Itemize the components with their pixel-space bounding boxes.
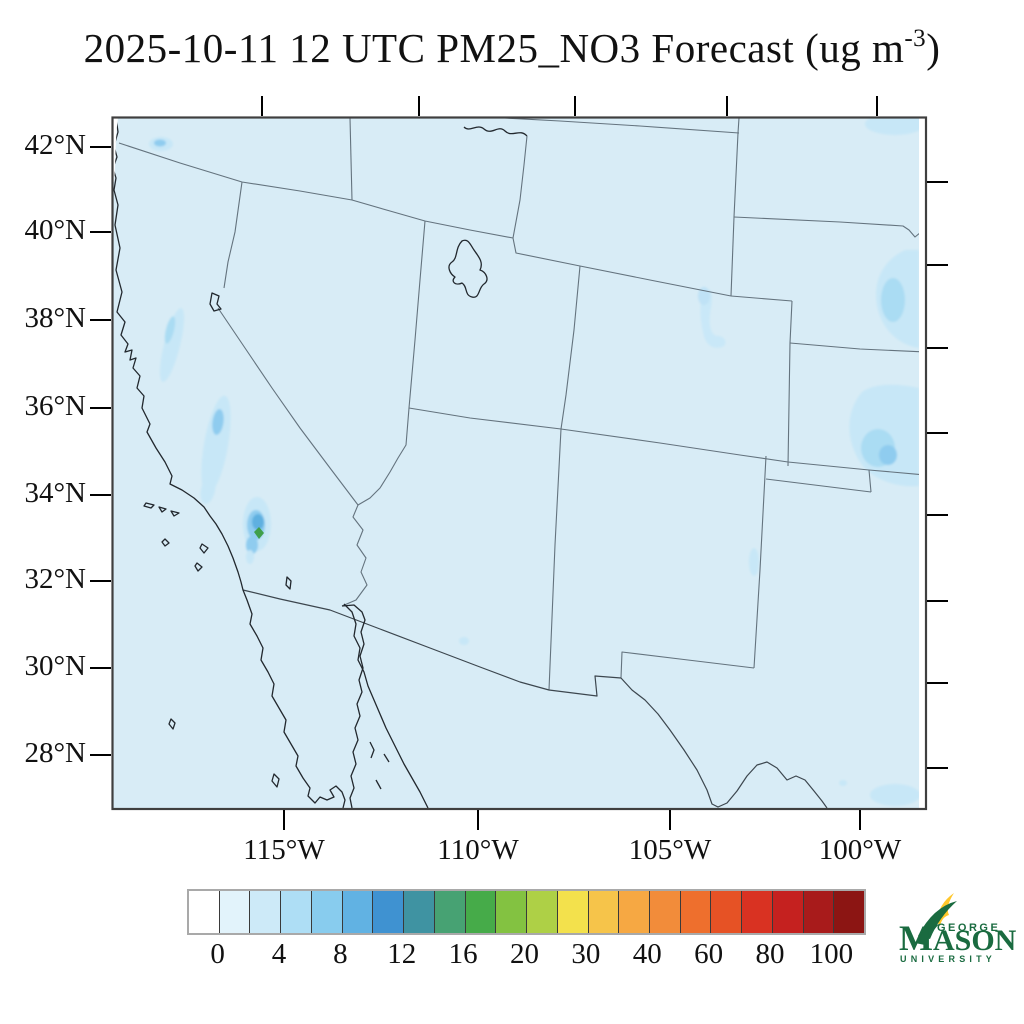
colorbar-cell <box>772 891 804 933</box>
us-mexico-border <box>242 589 828 808</box>
lat-tick-label: 36°N <box>24 390 86 422</box>
hotspot-imperial-valley <box>254 527 264 539</box>
colorbar-cell <box>711 891 743 933</box>
colorbar-cell <box>803 891 835 933</box>
colorbar-cell <box>465 891 497 933</box>
lat-tick-label: 34°N <box>24 477 86 509</box>
map-frame <box>111 116 928 811</box>
figure-title: 2025-10-11 12 UTC PM25_NO3 Forecast (ug … <box>0 24 1024 72</box>
colorbar-cell <box>834 891 865 933</box>
colorbar-cell <box>557 891 589 933</box>
george-mason-university-logo: GEORGE MASON UNIVERSITY <box>897 891 1021 971</box>
logo-word-university: UNIVERSITY <box>900 954 997 964</box>
colorbar-cell <box>619 891 651 933</box>
colorbar-cell <box>281 891 312 933</box>
colorbar-tick-label: 60 <box>694 938 724 970</box>
colorbar-cell <box>404 891 435 933</box>
colorbar-tick-label: 16 <box>448 938 478 970</box>
lat-tick-label: 40°N <box>24 214 86 246</box>
state-borders <box>118 118 919 691</box>
colorbar-tick-label: 0 <box>210 938 225 970</box>
colorbar-tick-label: 4 <box>271 938 287 970</box>
title-suffix: ) <box>926 25 941 71</box>
lat-tick-label: 32°N <box>24 563 86 595</box>
coastlines <box>113 118 528 808</box>
colorbar-tick-label: 100 <box>809 938 854 970</box>
lat-tick-label: 42°N <box>24 129 86 161</box>
pm25-concentration-patches <box>149 118 919 806</box>
colorbar-cell <box>311 891 343 933</box>
colorbar-cell <box>680 891 712 933</box>
colorbar-tick-label: 30 <box>571 938 601 970</box>
lat-tick-label: 28°N <box>24 737 86 769</box>
colorbar-cell <box>189 891 220 933</box>
colorbar-cell <box>250 891 282 933</box>
domain-edge-sliver-topleft <box>113 118 118 182</box>
colorbar-cell <box>219 891 251 933</box>
colorbar-cell <box>434 891 466 933</box>
logo-word-mason: MASON <box>899 918 1017 958</box>
colorbar-tick-label: 20 <box>510 938 539 970</box>
colorbar-cell <box>496 891 528 933</box>
lon-tick-label: 110°W <box>437 834 519 866</box>
colorbar-tick-label: 12 <box>387 938 417 970</box>
colorbar-cell <box>527 891 558 933</box>
gmu-flame-icon <box>915 893 957 945</box>
title-superscript: -3 <box>904 25 927 52</box>
colorbar-cell <box>742 891 773 933</box>
colorbar-cell <box>342 891 374 933</box>
logo-word-george: GEORGE <box>937 922 1001 934</box>
title-text: 2025-10-11 12 UTC PM25_NO3 Forecast (ug … <box>83 25 905 71</box>
domain-edge-strip-right <box>919 118 926 808</box>
lat-tick-label: 38°N <box>24 302 86 334</box>
colorbar-tick-label: 8 <box>333 938 348 970</box>
colorbar-cell <box>588 891 620 933</box>
lon-tick-label: 105°W <box>628 834 712 866</box>
lon-tick-label: 115°W <box>243 834 325 866</box>
colorbar-cell <box>373 891 405 933</box>
colorbar-tick-label: 80 <box>755 938 785 970</box>
map-background <box>112 117 926 809</box>
colorbar-cell <box>650 891 681 933</box>
lon-tick-label: 100°W <box>818 834 902 866</box>
colorbar-tick-label: 40 <box>632 938 662 970</box>
axis-ticks <box>90 96 948 830</box>
lat-tick-label: 30°N <box>24 650 86 682</box>
colorbar <box>187 889 866 935</box>
